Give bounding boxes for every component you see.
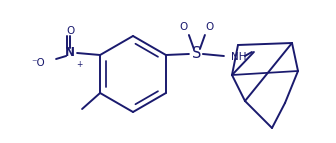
Text: S: S bbox=[192, 46, 202, 61]
Text: O: O bbox=[66, 26, 74, 36]
Text: NH: NH bbox=[231, 52, 246, 62]
Text: N: N bbox=[65, 46, 75, 59]
Text: ⁻O: ⁻O bbox=[31, 58, 45, 68]
Text: O: O bbox=[206, 22, 214, 32]
Text: +: + bbox=[76, 60, 82, 69]
Text: O: O bbox=[180, 22, 188, 32]
